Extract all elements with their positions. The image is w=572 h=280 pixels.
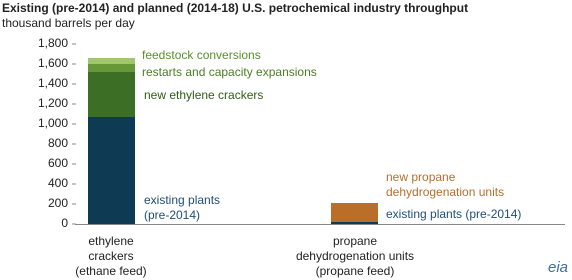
annotation: new propane [386, 170, 456, 184]
bar-segment [331, 222, 378, 224]
annotation: dehydrogenation units [386, 185, 504, 199]
y-tick-label: 400 [48, 176, 68, 190]
y-tick-label: 0 [61, 216, 68, 230]
x-tick-label: ethylene [88, 234, 134, 248]
series-label: feedstock conversions [142, 48, 261, 62]
bar-segment [331, 203, 378, 222]
series-label: new ethylene crackers [144, 88, 263, 102]
y-tick-label: 1,800 [38, 36, 68, 50]
x-tick-label: (propane feed) [316, 264, 395, 278]
y-tick-label: 1,200 [38, 96, 68, 110]
x-tick-label: (ethane feed) [75, 264, 146, 278]
x-tick-label: crackers [88, 249, 133, 263]
annotation: (pre-2014) [144, 208, 200, 222]
series-label: restarts and capacity expansions [142, 65, 317, 79]
y-tick-label: 1,400 [38, 76, 68, 90]
bar-segment [88, 72, 135, 117]
y-tick-label: 800 [48, 136, 68, 150]
series-label: existing plants (pre-2014) [386, 207, 521, 221]
y-tick-label: 200 [48, 196, 68, 210]
logo: eia [548, 259, 568, 276]
y-tick-label: 600 [48, 156, 68, 170]
bar-segment [88, 64, 135, 72]
chart-title: Existing (pre-2014) and planned (2014-18… [2, 1, 468, 15]
annotation: existing plants [144, 193, 220, 207]
chart-subtitle: thousand barrels per day [2, 16, 135, 30]
y-tick-label: 1,600 [38, 56, 68, 70]
x-tick-label: dehydrogenation units [296, 249, 414, 263]
bar-segment [88, 58, 135, 64]
bar-segment [88, 117, 135, 224]
x-tick-label: propane [333, 234, 377, 248]
y-tick-label: 1,000 [38, 116, 68, 130]
